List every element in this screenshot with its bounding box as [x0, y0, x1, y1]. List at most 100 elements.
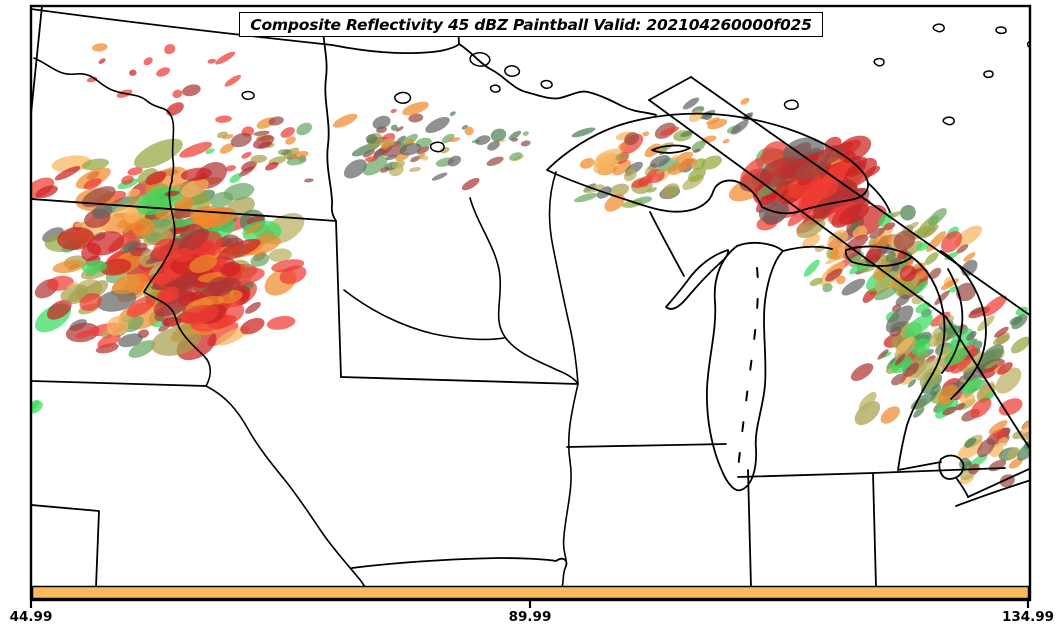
- paintball-blob: [1010, 336, 1029, 354]
- paintball-blob: [682, 97, 700, 110]
- paintball-blob: [180, 178, 209, 198]
- paintball-blob: [621, 199, 643, 208]
- wi-mi-border: [649, 211, 685, 277]
- paintball-blob: [885, 305, 914, 333]
- paintball-blob: [1015, 306, 1028, 316]
- ontario-lake-3: [873, 57, 885, 67]
- paintball-blob: [819, 181, 839, 199]
- border-lake-small-1: [540, 79, 553, 89]
- paintball-blob: [885, 251, 896, 263]
- paintball-blob: [809, 277, 823, 286]
- paintball-blob: [688, 167, 706, 183]
- paintball-blob: [127, 167, 143, 176]
- paintball-blob: [416, 146, 430, 155]
- paintball-blob: [93, 203, 113, 220]
- paintball-blob: [740, 157, 765, 182]
- paintball-blob: [421, 155, 429, 161]
- paintball-blob: [895, 294, 910, 307]
- x-tick-label-right: 134.99: [1002, 609, 1054, 625]
- paintball-blob: [35, 185, 58, 199]
- x-tick-label-left: 44.99: [10, 609, 53, 625]
- paintball-blob: [121, 175, 134, 185]
- paintball-blob: [32, 399, 40, 414]
- paintball-blob: [83, 178, 102, 190]
- paintball-blob: [836, 275, 846, 285]
- paintball-blob: [615, 152, 630, 161]
- domain-boundary-sw-edge: [648, 99, 1029, 449]
- paintball-blob: [969, 306, 986, 315]
- paintball-blob: [52, 260, 86, 274]
- paintball-blob: [271, 259, 305, 273]
- paintball-blob: [441, 133, 455, 144]
- paintball-blob: [1009, 316, 1023, 326]
- paintball-blob: [475, 135, 491, 145]
- paintball-blob: [395, 126, 404, 132]
- paintball-blob: [858, 391, 877, 411]
- ontario-lake-6: [1039, 88, 1049, 95]
- paintball-blob: [955, 282, 977, 302]
- paintball-blob: [830, 244, 849, 260]
- mississippi-river-border: [561, 383, 579, 588]
- lake-superior-outline: [546, 112, 869, 215]
- paintball-blob: [215, 115, 232, 123]
- paintball-blob: [608, 183, 630, 198]
- paintball-blob: [676, 151, 694, 162]
- paintball-blob: [705, 117, 720, 125]
- paintball-blob: [836, 135, 872, 162]
- paintball-blob: [802, 233, 821, 249]
- paintball-blob: [75, 167, 111, 189]
- paintball-blob: [642, 131, 650, 137]
- paintball-blob: [800, 189, 819, 200]
- lake-of-the-woods: [469, 52, 491, 67]
- paintball-blob: [60, 284, 89, 303]
- paintball-blob: [391, 160, 406, 169]
- paintball-blob: [913, 407, 925, 418]
- paintball-blob: [894, 353, 906, 366]
- paintball-blob: [964, 437, 977, 448]
- lake-st-clair-outline: [897, 454, 969, 498]
- paintball-blob: [81, 158, 109, 171]
- paintball-blob: [571, 127, 596, 138]
- lake-michigan-dashed-boundary: [737, 267, 759, 469]
- isle-royale-outline: [651, 144, 691, 154]
- paintball-blob: [126, 295, 156, 318]
- paintball-blob: [579, 158, 595, 169]
- paintball-blob: [343, 159, 367, 179]
- paintball-blob: [241, 160, 257, 172]
- paintball-blob: [244, 222, 263, 235]
- paintball-blob: [916, 270, 929, 280]
- paintball-blob: [873, 287, 897, 301]
- paintball-blob: [680, 130, 694, 138]
- paintball-blob: [245, 302, 261, 314]
- paintball-blob: [385, 154, 398, 161]
- paintball-blob: [75, 330, 93, 339]
- paintball-blob: [701, 155, 723, 170]
- ia-mo-border: [351, 557, 568, 569]
- paintball-blob: [904, 362, 919, 377]
- ontario-lake-4: [942, 116, 955, 126]
- paintball-blob: [930, 311, 951, 327]
- paintball-blob: [911, 294, 924, 305]
- paintball-blob: [178, 228, 210, 253]
- paintball-blob: [787, 195, 822, 227]
- paintball-blob: [380, 166, 390, 173]
- border-lake-small-2: [489, 84, 501, 93]
- manitoulin-island-outline: [844, 245, 913, 267]
- paintball-blob: [449, 111, 456, 117]
- lake-michigan-outline: [706, 241, 784, 492]
- paintball-blob: [111, 273, 149, 295]
- paintball-blob: [120, 315, 133, 324]
- ontario-lake-1: [932, 23, 945, 33]
- paintball-blob: [166, 102, 184, 116]
- paintball-blob: [128, 340, 156, 358]
- paintball-blob: [224, 74, 242, 87]
- paintball-blob: [150, 326, 202, 356]
- paintball-blob: [822, 283, 833, 293]
- paintball-blob: [364, 156, 378, 162]
- mn-sd-border: [335, 220, 342, 378]
- paintball-blob: [87, 231, 125, 256]
- nd-sd-border: [32, 198, 337, 222]
- paintball-blobs: [32, 43, 1029, 488]
- paintball-blob: [978, 344, 1004, 370]
- paintball-blob: [691, 140, 706, 152]
